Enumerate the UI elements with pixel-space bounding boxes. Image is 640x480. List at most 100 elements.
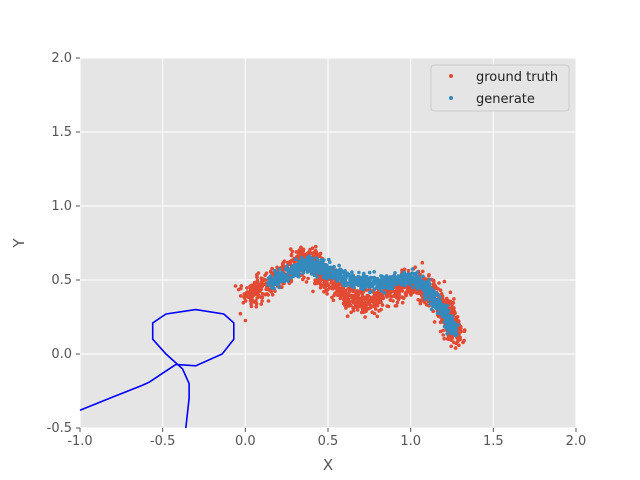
scatter-point xyxy=(241,300,246,305)
scatter-point xyxy=(243,318,248,323)
scatter-point xyxy=(284,267,289,271)
scatter-point xyxy=(377,294,381,298)
scatter-point xyxy=(421,269,425,274)
scatter-point xyxy=(416,298,421,302)
scatter-point xyxy=(452,340,456,345)
scatter-point xyxy=(282,279,287,284)
x-tick-label: 0.0 xyxy=(235,434,256,449)
scatter-point xyxy=(441,312,445,317)
scatter-point xyxy=(458,337,463,342)
scatter-point xyxy=(342,274,347,279)
scatter-point xyxy=(348,277,352,282)
scatter-point xyxy=(350,270,354,274)
scatter-point xyxy=(302,264,307,269)
scatter-point xyxy=(299,265,303,270)
scatter-point xyxy=(263,273,267,278)
data-marks xyxy=(79,244,467,429)
scatter-point xyxy=(359,286,363,290)
scatter-point xyxy=(248,299,253,303)
scatter-point xyxy=(427,274,431,278)
scatter-point xyxy=(423,282,428,287)
scatter-point xyxy=(285,264,289,268)
scatter-point xyxy=(309,251,314,256)
y-tick-label: 0.0 xyxy=(51,347,72,362)
scatter-point xyxy=(236,287,241,292)
x-tick-label: -0.5 xyxy=(150,434,175,449)
scatter-point xyxy=(380,303,385,307)
scatter-point xyxy=(286,261,291,265)
scatter-point xyxy=(421,274,425,279)
scatter-point xyxy=(439,319,444,324)
scatter-point xyxy=(311,260,315,265)
x-tick-label: 1.5 xyxy=(483,434,504,449)
scatter-point xyxy=(428,288,433,293)
scatter-point xyxy=(449,314,454,318)
scatter-point xyxy=(438,295,442,299)
scatter-point xyxy=(402,267,407,272)
scatter-point xyxy=(297,248,302,252)
scatter-point xyxy=(253,290,258,294)
scatter-point xyxy=(327,257,331,262)
x-tick-label: -1.0 xyxy=(67,434,92,449)
scatter-point xyxy=(456,323,460,327)
legend-marker-generate xyxy=(449,96,453,100)
scatter-point xyxy=(437,281,441,285)
scatter-point xyxy=(451,300,456,305)
scatter-point xyxy=(341,301,346,306)
scatter-point xyxy=(371,299,375,304)
scatter-point xyxy=(396,274,401,278)
series-1 xyxy=(266,254,460,338)
scatter-point xyxy=(265,292,269,296)
scatter-point xyxy=(445,320,450,324)
scatter-point xyxy=(321,265,326,270)
scatter-point xyxy=(403,281,408,285)
scatter-point xyxy=(297,274,301,279)
scatter-point xyxy=(318,251,323,256)
scatter-point xyxy=(304,280,309,284)
scatter-point xyxy=(362,297,366,301)
scatter-point xyxy=(254,301,259,306)
scatter-point xyxy=(260,284,265,289)
scatter-point xyxy=(425,295,430,300)
scatter-point xyxy=(266,299,271,303)
scatter-point xyxy=(410,280,415,284)
scatter-point xyxy=(408,291,413,296)
scatter-point xyxy=(363,315,367,319)
scatter-point xyxy=(452,306,456,310)
scatter-point xyxy=(336,293,340,298)
scatter-point xyxy=(420,293,424,297)
scatter-point xyxy=(274,280,278,285)
scatter-point xyxy=(401,296,406,301)
scatter-point xyxy=(441,333,446,337)
scatter-point xyxy=(317,279,321,283)
scatter-point xyxy=(337,263,341,268)
scatter-point xyxy=(357,289,362,294)
scatter-point xyxy=(309,272,314,276)
scatter-point xyxy=(389,277,394,282)
scatter-point xyxy=(447,337,451,342)
scatter-point xyxy=(335,276,340,280)
scatter-point xyxy=(305,251,310,256)
scatter-point xyxy=(412,289,416,294)
scatter-point xyxy=(388,283,393,288)
scatter-point xyxy=(425,289,430,293)
scatter-point xyxy=(282,259,287,264)
scatter-point xyxy=(427,298,432,302)
scatter-point xyxy=(360,292,365,296)
scatter-point xyxy=(238,294,243,298)
scatter-point xyxy=(322,290,326,294)
scatter-point xyxy=(261,277,266,282)
scatter-point xyxy=(349,284,353,288)
scatter-point xyxy=(354,281,359,286)
scatter-point xyxy=(322,278,327,283)
scatter-point xyxy=(364,302,369,307)
scatter-point xyxy=(399,285,403,290)
scatter-point xyxy=(310,246,315,250)
scatter-point xyxy=(314,244,318,249)
scatter-point xyxy=(356,277,361,281)
scatter-point xyxy=(432,320,437,324)
scatter-point xyxy=(378,286,382,291)
scatter-point xyxy=(382,291,387,295)
scatter-point xyxy=(375,314,380,319)
scatter-point xyxy=(346,287,350,291)
